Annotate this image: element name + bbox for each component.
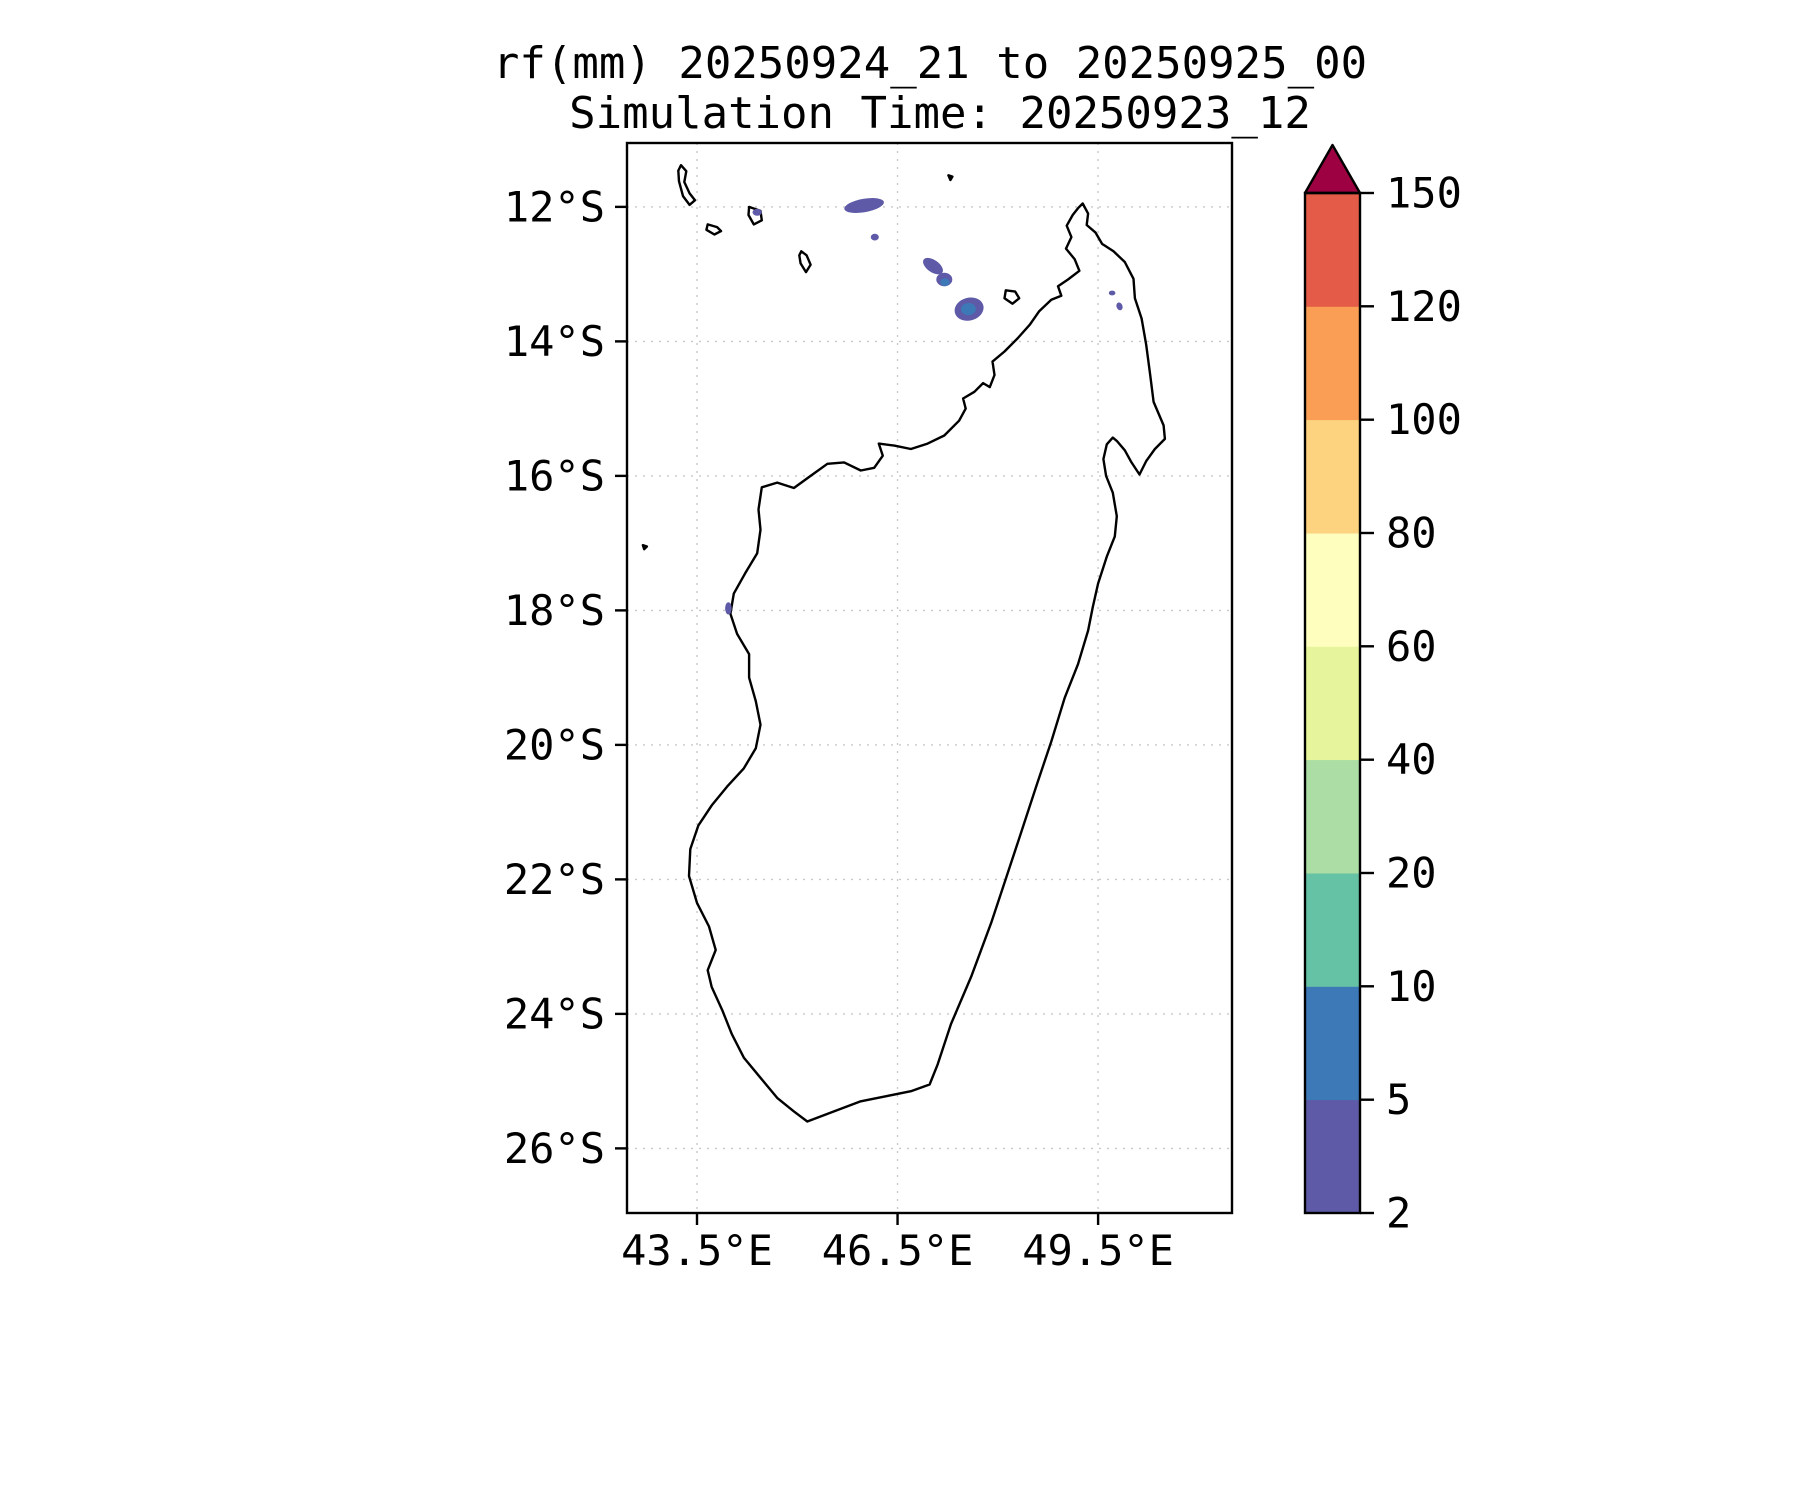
colorbar-tick-label: 10: [1386, 962, 1437, 1011]
rain-patch-2-5mm: [725, 602, 732, 615]
island-outline-grande-comore: [677, 164, 697, 207]
colorbar-over-arrow: [1303, 143, 1362, 195]
island-outline-glorioso: [947, 174, 954, 182]
x-tick-label: 49.5°E: [1022, 1226, 1174, 1275]
rain-patch-5-10mm: [961, 303, 976, 316]
colorbar-segment-5: [1305, 533, 1360, 647]
madagascar-coastline: [687, 202, 1167, 1123]
plot-subtitle: Simulation Time: 20250923_12: [569, 88, 1311, 139]
colorbar-segment-8: [1305, 193, 1360, 307]
colorbar-segment-6: [1305, 419, 1360, 534]
island-outline-nosy-be: [1003, 289, 1021, 305]
rain-patch-5-10mm: [940, 278, 950, 287]
colorbar-segment-2: [1305, 873, 1360, 987]
colorbar-tick-label: 40: [1386, 735, 1437, 784]
y-tick-label: 18°S: [504, 586, 605, 635]
rain-patch-2-5mm: [923, 257, 943, 275]
rain-patch-2-5mm: [870, 233, 879, 241]
y-tick-label: 14°S: [504, 317, 605, 366]
colorbar-outline: [1303, 191, 1362, 1215]
colorbar-segment-3: [1305, 759, 1360, 874]
plot-title: rf(mm) 20250924_21 to 20250925_00: [493, 38, 1367, 89]
colorbar-tick-label: 2: [1386, 1189, 1411, 1238]
colorbar-tick-label: 60: [1386, 622, 1437, 671]
rain-patch-2-5mm: [752, 208, 762, 216]
y-tick-label: 20°S: [504, 720, 605, 769]
colorbar-segment-7: [1305, 306, 1360, 421]
x-tick-label: 46.5°E: [822, 1226, 974, 1275]
colorbar-tick-label: 5: [1386, 1075, 1411, 1124]
y-tick-label: 26°S: [504, 1124, 605, 1173]
colorbar-segment-0: [1305, 1099, 1360, 1214]
y-tick-label: 24°S: [504, 989, 605, 1038]
island-outline-moheli: [705, 223, 723, 236]
plot-border: [625, 141, 1234, 1215]
colorbar-tick-label: 150: [1386, 169, 1462, 218]
rain-patch-2-5mm: [1108, 290, 1116, 296]
island-outline-mayotte: [798, 250, 812, 274]
colorbar-tick-label: 120: [1386, 282, 1462, 331]
x-tick-label: 43.5°E: [621, 1226, 773, 1275]
rain-patch-2-5mm: [844, 198, 884, 213]
y-tick-label: 22°S: [504, 855, 605, 904]
y-tick-label: 12°S: [504, 182, 605, 231]
colorbar-tick-label: 80: [1386, 509, 1437, 558]
colorbar-segment-1: [1305, 986, 1360, 1101]
colorbar-tick-label: 20: [1386, 849, 1437, 898]
island-outline-juan-de-nova: [641, 544, 649, 551]
y-tick-label: 16°S: [504, 451, 605, 500]
rain-patch-2-5mm: [1116, 302, 1123, 311]
colorbar-segment-4: [1305, 646, 1360, 761]
colorbar-tick-label: 100: [1386, 395, 1462, 444]
